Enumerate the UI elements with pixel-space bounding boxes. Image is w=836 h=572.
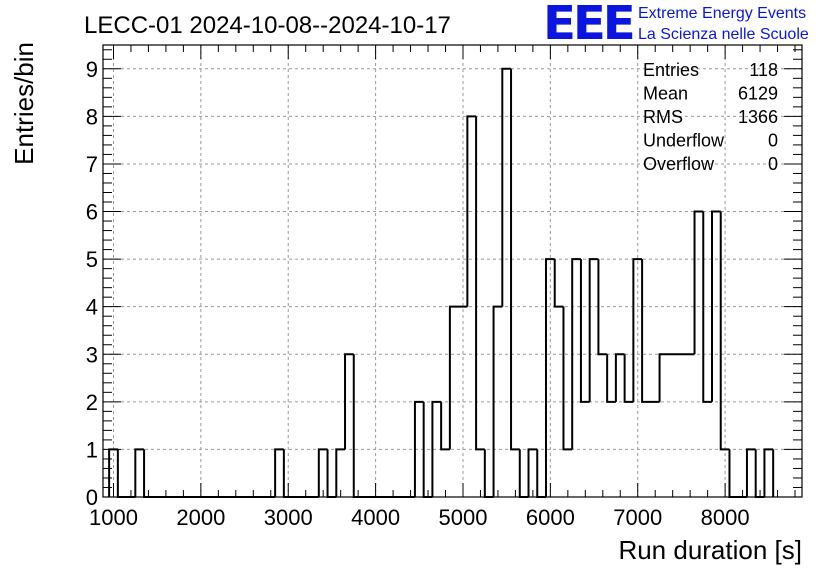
y-tick-label: 1 xyxy=(86,437,98,462)
y-tick-label: 7 xyxy=(86,152,98,177)
stats-label: Overflow xyxy=(643,154,715,174)
stats-value: 1366 xyxy=(738,107,778,127)
x-axis-label: Run duration [s] xyxy=(618,535,802,565)
y-tick-label: 6 xyxy=(86,200,98,225)
logo-line-2: La Scienza nelle Scuole xyxy=(638,26,809,43)
y-tick-label: 4 xyxy=(86,295,98,320)
x-tick-label: 4000 xyxy=(351,505,400,530)
y-tick-label: 3 xyxy=(86,342,98,367)
stats-value: 0 xyxy=(768,154,778,174)
stats-label: Entries xyxy=(643,60,699,80)
stats-value: 6129 xyxy=(738,84,778,104)
stats-box: Entries 118 Mean 6129 RMS 1366 Underflow 0 Overf… xyxy=(643,60,778,174)
plot-frame xyxy=(102,44,803,498)
y-tick-label: 5 xyxy=(86,247,98,272)
x-tick-label: 6000 xyxy=(526,505,575,530)
grid-lines xyxy=(103,45,802,497)
logo-line-1: Extreme Energy Events xyxy=(638,5,807,22)
stats-label: Mean xyxy=(643,84,688,104)
stats-label: RMS xyxy=(643,107,683,127)
y-axis-label: Entries/bin xyxy=(9,42,39,165)
eee-logo: EEE Extreme Energy Events La Scienza nel… xyxy=(543,0,833,50)
x-tick-label: 8000 xyxy=(701,505,750,530)
stats-value: 0 xyxy=(768,131,778,151)
y-tick-label: 8 xyxy=(86,104,98,129)
y-tick-label: 2 xyxy=(86,390,98,415)
x-tick-label: 1000 xyxy=(89,505,138,530)
x-tick-label: 5000 xyxy=(439,505,488,530)
x-tick-label: 2000 xyxy=(176,505,225,530)
x-tick-label: 7000 xyxy=(613,505,662,530)
y-tick-label: 0 xyxy=(86,485,98,510)
axes: 1000 2000 3000 4000 5000 6000 7000 8000 0 1 2 3 4 5 6 7… xyxy=(86,45,802,530)
y-tick-label: 9 xyxy=(86,57,98,82)
chart-title: LECC-01 2024-10-08--2024-10-17 xyxy=(84,12,451,39)
eee-logo-mark: EEE xyxy=(543,0,636,50)
x-tick-label: 3000 xyxy=(264,505,313,530)
stats-value: 118 xyxy=(749,60,778,80)
stats-label: Underflow xyxy=(643,131,725,151)
